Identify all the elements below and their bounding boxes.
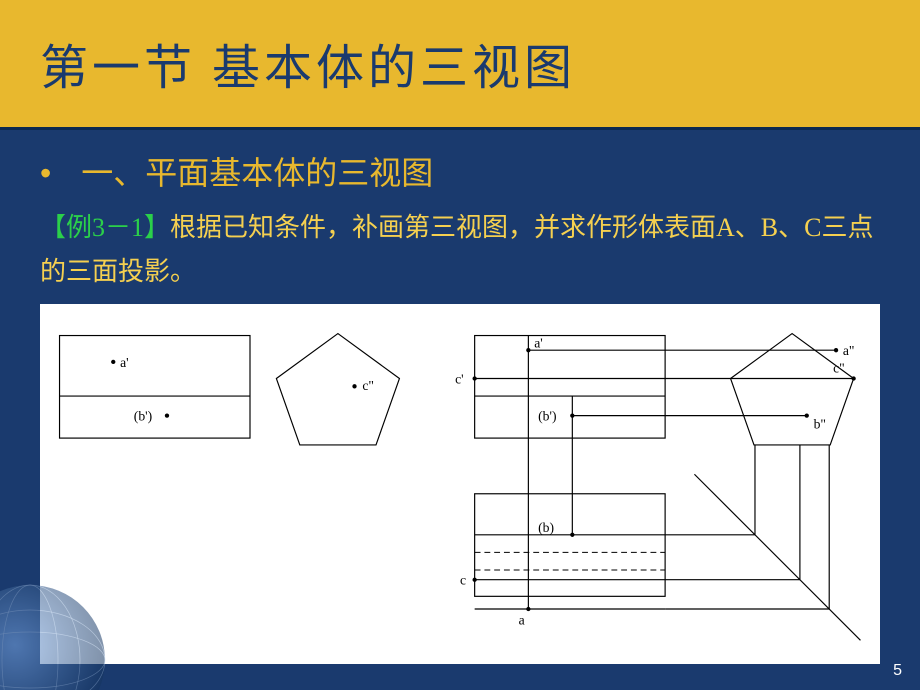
diagram-area: a' (b') c" [40, 304, 880, 664]
point-b-prime-left [165, 414, 169, 418]
lbl-b-top: (b) [538, 520, 554, 536]
pt-b-top [570, 533, 574, 537]
lbl-c-top: c [460, 573, 466, 588]
left-pentagon [276, 334, 399, 445]
point-c-dblprime-left [352, 385, 356, 389]
lbl-a-prime: a' [534, 336, 543, 351]
slide-body: • 一、平面基本体的三视图 【例3－1】根据已知条件，补画第三视图，并求作形体表面… [0, 130, 920, 664]
miter-line [694, 475, 860, 641]
slide-title: 第一节 基本体的三视图 [40, 28, 880, 98]
right-front-rect [475, 336, 665, 439]
pt-a-dblprime [834, 348, 838, 352]
lbl-a-dblprime: a" [843, 343, 855, 358]
lbl-b-dblprime: b" [814, 417, 826, 432]
pt-c-top [473, 578, 477, 582]
left-front-rect [60, 336, 250, 439]
label-a-prime-left: a' [120, 355, 129, 370]
subtitle-text: 一、平面基本体的三视图 [81, 155, 433, 191]
lbl-a-top: a [519, 613, 525, 628]
label-c-dblprime-left: c" [362, 379, 374, 394]
example-tag: 【例3－1】 [40, 213, 170, 242]
pt-b-prime [570, 414, 574, 418]
pt-a-top [526, 607, 530, 611]
pt-c-prime [473, 377, 477, 381]
lbl-b-prime: (b') [538, 409, 556, 425]
right-top-rect [475, 494, 665, 597]
example-text: 【例3－1】根据已知条件，补画第三视图，并求作形体表面A、B、C三点的三面投影。 [40, 206, 880, 294]
subtitle-line: • 一、平面基本体的三视图 [40, 148, 880, 194]
lbl-c-prime: c' [455, 372, 464, 387]
point-a-prime-left [111, 360, 115, 364]
lbl-c-dblprime: c" [833, 361, 845, 376]
pt-b-dblprime [805, 414, 809, 418]
diagram-svg: a' (b') c" [40, 304, 880, 664]
bullet-icon: • [40, 155, 51, 191]
label-b-prime-left: (b') [134, 409, 152, 425]
pt-a-prime [526, 348, 530, 352]
page-number: 5 [893, 662, 902, 680]
pt-c-dblprime [851, 377, 855, 381]
slide-header: 第一节 基本体的三视图 [0, 0, 920, 130]
